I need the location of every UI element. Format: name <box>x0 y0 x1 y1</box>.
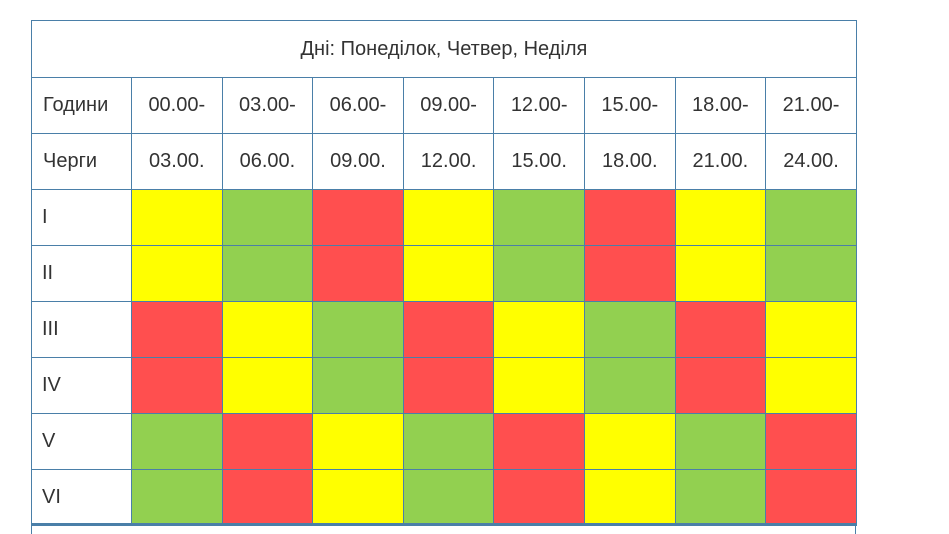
status-cell-red <box>312 189 404 246</box>
status-cell-red <box>221 469 314 526</box>
status-cell-red <box>583 245 676 302</box>
status-cell-red <box>312 245 404 302</box>
status-cell-yellow <box>131 245 223 302</box>
hour-end-5: 18.00. <box>583 133 676 190</box>
hour-start-2: 06.00- <box>312 77 404 134</box>
status-cell-yellow <box>402 189 495 246</box>
status-cell-yellow <box>221 357 314 414</box>
status-cell-green <box>312 357 404 414</box>
hours-label: Години <box>31 77 132 134</box>
status-cell-red <box>674 357 767 414</box>
status-cell-yellow <box>221 301 314 358</box>
status-cell-yellow <box>312 413 404 470</box>
status-cell-yellow <box>674 189 767 246</box>
status-cell-green <box>312 301 404 358</box>
status-cell-green <box>583 357 676 414</box>
status-cell-red <box>402 301 495 358</box>
title-row: Дні: Понеділок, Четвер, Неділя <box>31 20 857 78</box>
status-cell-green <box>221 189 314 246</box>
hour-end-1: 06.00. <box>221 133 314 190</box>
hours-row: Години 00.00- 03.00- 06.00- 09.00- 12.00- 15.… <box>31 77 857 134</box>
status-cell-yellow <box>493 357 585 414</box>
hour-start-3: 09.00- <box>402 77 495 134</box>
status-cell-red <box>493 469 585 526</box>
hour-end-2: 09.00. <box>312 133 404 190</box>
status-cell-green <box>765 245 857 302</box>
hour-end-4: 15.00. <box>493 133 585 190</box>
queue-row: I <box>31 189 857 246</box>
status-cell-red <box>131 357 223 414</box>
status-cell-yellow <box>583 413 676 470</box>
hour-start-0: 00.00- <box>131 77 223 134</box>
outage-schedule-table: Дні: Понеділок, Четвер, Неділя Години 00… <box>31 20 857 526</box>
queues-header-row: Черги 03.00. 06.00. 09.00. 12.00. 15.00. 18.0… <box>31 133 857 190</box>
status-cell-yellow <box>583 469 676 526</box>
queues-label: Черги <box>31 133 132 190</box>
status-cell-red <box>493 413 585 470</box>
hour-end-3: 12.00. <box>402 133 495 190</box>
queue-row: III <box>31 301 857 358</box>
status-cell-red <box>221 413 314 470</box>
hour-end-0: 03.00. <box>131 133 223 190</box>
hour-end-7: 24.00. <box>765 133 857 190</box>
status-cell-green <box>583 301 676 358</box>
status-cell-yellow <box>765 357 857 414</box>
hour-start-5: 15.00- <box>583 77 676 134</box>
status-cell-red <box>765 413 857 470</box>
table-title: Дні: Понеділок, Четвер, Неділя <box>31 20 857 78</box>
queue-row: II <box>31 245 857 302</box>
status-cell-green <box>493 245 585 302</box>
status-cell-yellow <box>674 245 767 302</box>
hour-end-6: 21.00. <box>674 133 767 190</box>
queue-row: VI <box>31 469 857 526</box>
status-cell-green <box>402 413 495 470</box>
hour-start-1: 03.00- <box>221 77 314 134</box>
queue-label: VI <box>31 469 132 526</box>
queue-label: III <box>31 301 132 358</box>
status-cell-yellow <box>312 469 404 526</box>
queue-row: IV <box>31 357 857 414</box>
status-cell-red <box>583 189 676 246</box>
hour-start-6: 18.00- <box>674 77 767 134</box>
status-cell-yellow <box>131 189 223 246</box>
next-table-edge <box>31 523 856 534</box>
status-cell-green <box>131 469 223 526</box>
status-cell-yellow <box>402 245 495 302</box>
status-cell-yellow <box>765 301 857 358</box>
queue-label: IV <box>31 357 132 414</box>
status-cell-red <box>131 301 223 358</box>
queue-label: V <box>31 413 132 470</box>
status-cell-green <box>765 189 857 246</box>
status-cell-red <box>674 301 767 358</box>
queue-label: II <box>31 245 132 302</box>
status-cell-green <box>402 469 495 526</box>
status-cell-green <box>674 413 767 470</box>
status-cell-green <box>131 413 223 470</box>
status-cell-red <box>765 469 857 526</box>
hour-start-7: 21.00- <box>765 77 857 134</box>
hour-start-4: 12.00- <box>493 77 585 134</box>
status-cell-green <box>221 245 314 302</box>
status-cell-yellow <box>493 301 585 358</box>
status-cell-red <box>402 357 495 414</box>
queue-row: V <box>31 413 857 470</box>
status-cell-green <box>674 469 767 526</box>
status-cell-green <box>493 189 585 246</box>
queue-label: I <box>31 189 132 246</box>
